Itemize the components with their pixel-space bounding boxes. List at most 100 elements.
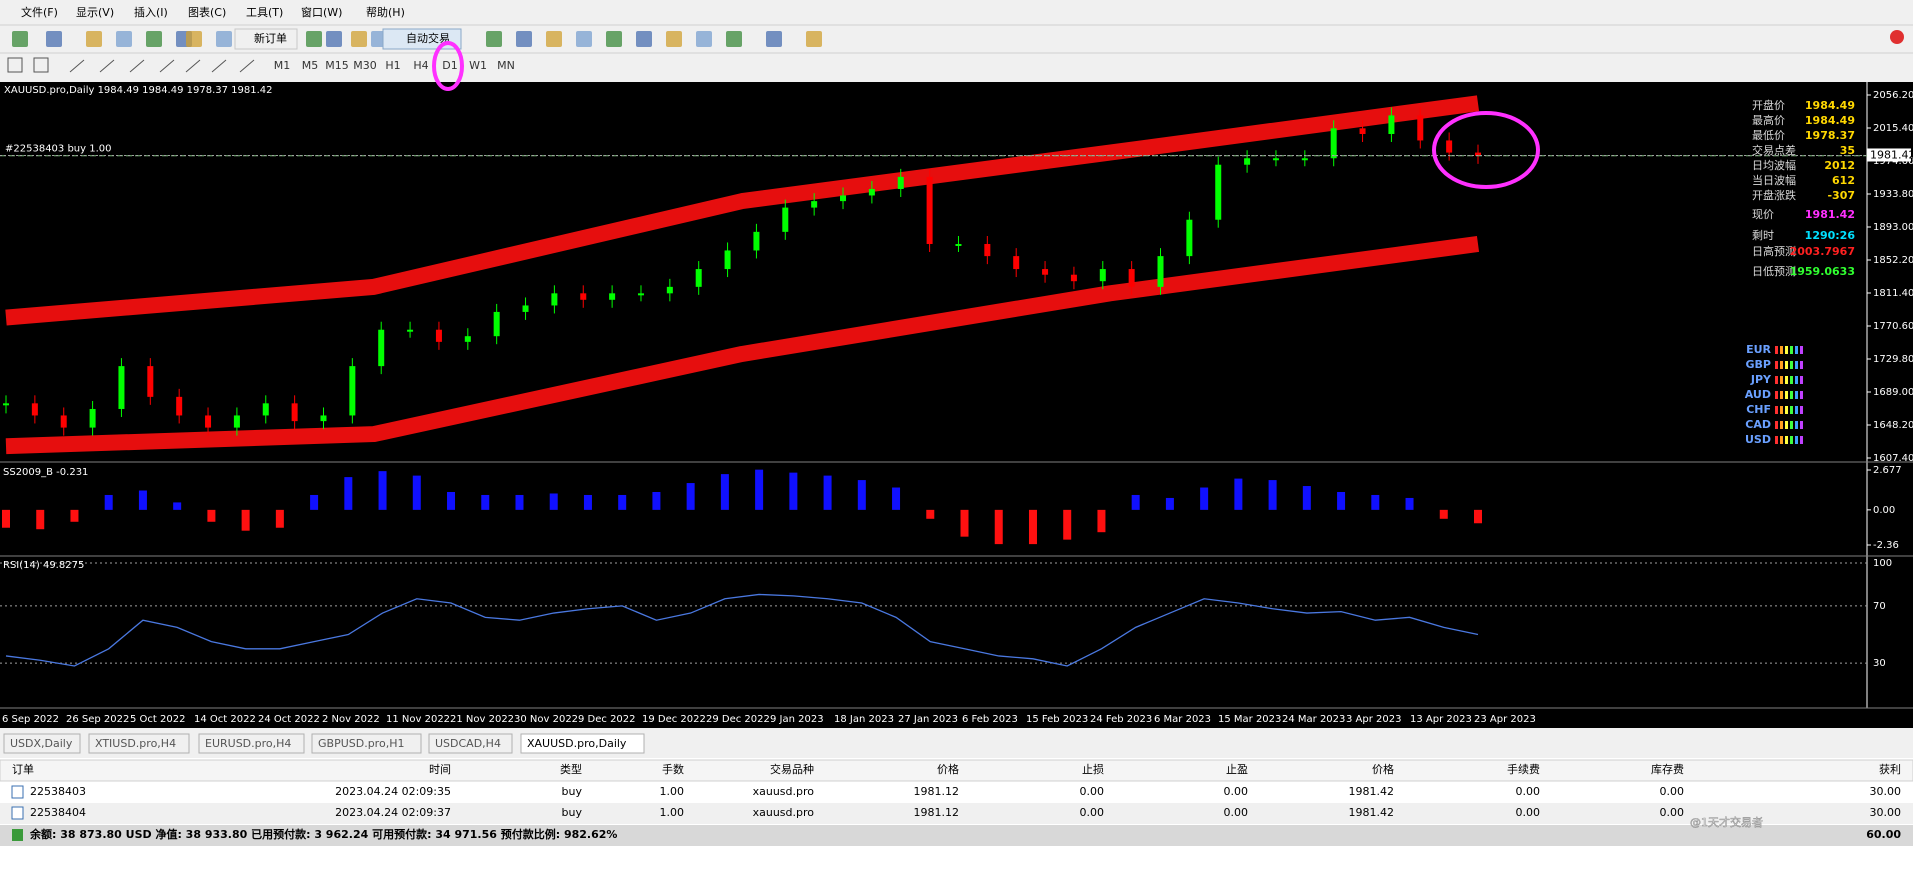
toolbar-icon[interactable] [516, 31, 532, 47]
column-header[interactable]: 止盈 [1226, 763, 1248, 776]
menu-item[interactable]: 插入(I) [134, 5, 168, 19]
column-header[interactable]: 时间 [429, 763, 451, 776]
toolbar-icon[interactable] [186, 31, 202, 47]
toolbar-icon[interactable] [306, 31, 322, 47]
menu-item[interactable]: 文件(F) [21, 5, 58, 19]
toolbar-icon[interactable] [636, 31, 652, 47]
toolbar-icon[interactable] [326, 31, 342, 47]
toolbar-icon[interactable] [12, 31, 28, 47]
tab-label[interactable]: XTIUSD.pro,H4 [95, 737, 176, 750]
table-cell: 1981.12 [914, 785, 960, 798]
info-value: 1984.49 [1805, 114, 1855, 127]
column-header[interactable]: 价格 [937, 762, 959, 776]
tool-icon[interactable] [129, 59, 145, 73]
timeframe-button[interactable]: H4 [413, 59, 428, 72]
toolbar-icon[interactable] [546, 31, 562, 47]
column-header[interactable]: 价格 [1372, 762, 1394, 776]
button-label[interactable]: 新订单 [254, 31, 287, 45]
toolbar-icon[interactable] [351, 31, 367, 47]
tab[interactable] [88, 733, 190, 754]
strength-bar [1775, 376, 1778, 384]
timeframe-button[interactable]: W1 [469, 59, 487, 72]
column-header[interactable]: 手续费 [1507, 762, 1540, 776]
timeframe-button[interactable]: M5 [302, 59, 319, 72]
histogram-bar [241, 509, 250, 531]
timeframe-button[interactable]: H1 [385, 59, 400, 72]
info-label: 剩时 [1752, 229, 1774, 242]
info-value: 1290:26 [1805, 229, 1856, 242]
tab[interactable] [428, 733, 513, 754]
tab-label[interactable]: USDCAD,H4 [435, 737, 501, 750]
menu-item[interactable]: 显示(V) [76, 6, 114, 19]
y-tick-label: 1974.60 [1873, 156, 1913, 167]
tool-icon[interactable] [99, 59, 115, 73]
timeframe-button[interactable]: MN [497, 59, 515, 72]
tab[interactable] [520, 733, 645, 754]
column-header[interactable]: 手数 [662, 762, 684, 776]
tab-label[interactable]: USDX,Daily [10, 737, 73, 750]
toolbar-icon[interactable] [666, 31, 682, 47]
menu-item[interactable]: 窗口(W) [301, 5, 342, 19]
candle [118, 366, 125, 409]
table-cell: 1981.42 [1349, 785, 1395, 798]
toolbar-icon[interactable] [806, 31, 822, 47]
table-row[interactable] [0, 782, 1913, 803]
timeframe-button[interactable]: M30 [353, 59, 377, 72]
column-header[interactable]: 类型 [560, 762, 582, 776]
tab-label[interactable]: EURUSD.pro,H4 [205, 737, 291, 750]
tool-icon[interactable] [239, 59, 255, 73]
button[interactable] [234, 28, 298, 50]
column-header[interactable]: 交易品种 [770, 762, 814, 776]
info-label: 日低预测 [1752, 265, 1796, 278]
strength-bar [1785, 421, 1788, 429]
column-header[interactable]: 止损 [1082, 762, 1104, 776]
strength-bar [1795, 391, 1798, 399]
tab-label[interactable]: XAUUSD.pro,Daily [527, 737, 627, 750]
timeframe-button[interactable]: M15 [325, 59, 349, 72]
tab[interactable] [311, 733, 422, 754]
toolbar-icon[interactable] [86, 31, 102, 47]
column-header[interactable]: 获利 [1879, 763, 1901, 776]
tool-icon[interactable] [159, 59, 175, 73]
tool-icon[interactable] [69, 59, 85, 73]
toolbar-icon[interactable] [726, 31, 742, 47]
table-cell: xauusd.pro [753, 806, 815, 819]
button-label[interactable]: 自动交易 [406, 31, 450, 45]
tool-icon[interactable] [7, 57, 23, 73]
y-tick-label: 2015.40 [1873, 123, 1913, 134]
tab[interactable] [3, 733, 81, 754]
menu-item[interactable]: 图表(C) [188, 5, 226, 19]
candle [724, 250, 731, 270]
toolbar-icon[interactable] [486, 31, 502, 47]
info-label: 现价 [1752, 208, 1774, 221]
histogram-bar [994, 509, 1003, 545]
toolbar-icon[interactable] [46, 31, 62, 47]
table-row[interactable] [0, 803, 1913, 824]
strength-bar [1780, 376, 1783, 384]
menu-item[interactable]: 工具(T) [246, 6, 283, 19]
tool-icon[interactable] [185, 59, 201, 73]
histogram-bar [823, 475, 832, 510]
toolbar-icon[interactable] [216, 31, 232, 47]
tool-icon[interactable] [33, 57, 49, 73]
timeframe-button[interactable]: M1 [274, 59, 291, 72]
menu-item[interactable]: 帮助(H) [366, 5, 405, 19]
toolbar-icon[interactable] [696, 31, 712, 47]
info-label: 当日波幅 [1752, 173, 1796, 187]
toolbar-icon[interactable] [606, 31, 622, 47]
column-header[interactable]: 库存费 [1651, 762, 1684, 776]
toolbar-icon[interactable] [766, 31, 782, 47]
tab-label[interactable]: GBPUSD.pro,H1 [318, 737, 404, 750]
candle [1099, 269, 1106, 282]
column-header[interactable]: 订单 [12, 763, 34, 776]
timeframe-button[interactable]: D1 [442, 59, 457, 72]
x-tick-label: 24 Mar 2023 [1282, 714, 1345, 725]
x-tick-label: 15 Feb 2023 [1026, 714, 1088, 725]
toolbar-icon[interactable] [576, 31, 592, 47]
toolbar-icon[interactable] [116, 31, 132, 47]
tab[interactable] [198, 733, 305, 754]
candle [378, 329, 385, 367]
toolbar-icon[interactable] [146, 31, 162, 47]
table-cell: 1.00 [660, 785, 685, 798]
tool-icon[interactable] [211, 59, 227, 73]
